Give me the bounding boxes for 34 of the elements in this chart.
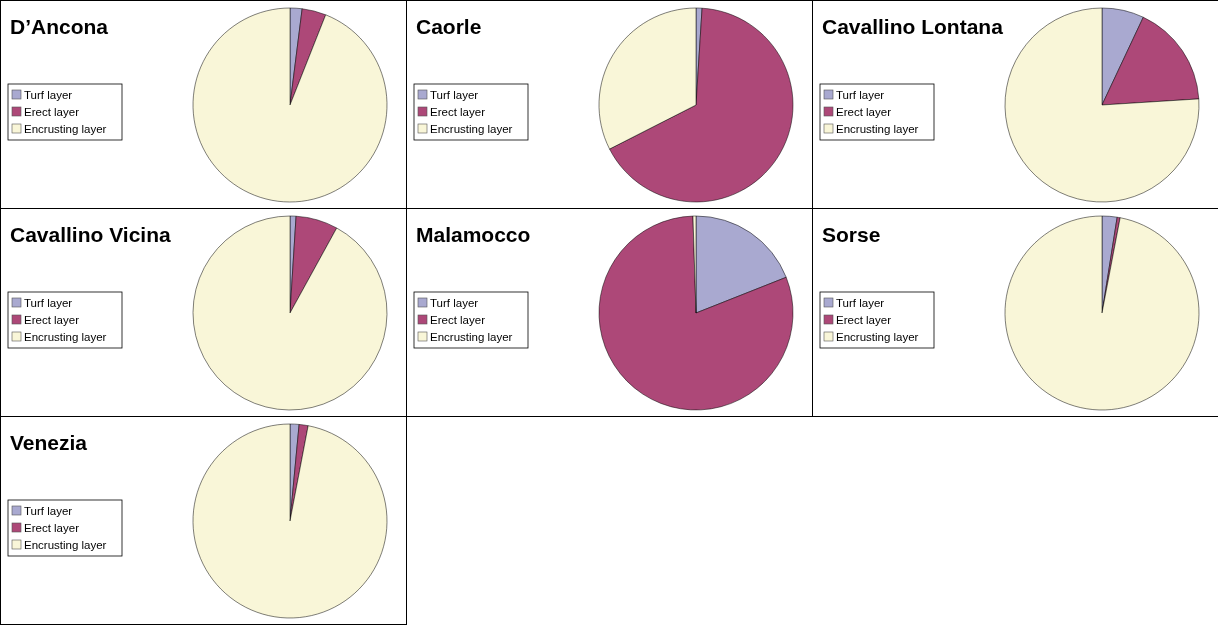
pie-slice bbox=[192, 7, 388, 203]
chart-title: D’Ancona bbox=[10, 15, 109, 38]
legend-label: Encrusting layer bbox=[836, 123, 919, 135]
legend-label: Turf layer bbox=[24, 505, 73, 517]
pie-slice bbox=[1004, 215, 1200, 411]
legend-label: Encrusting layer bbox=[836, 331, 919, 343]
legend-label: Encrusting layer bbox=[24, 123, 107, 135]
chart-title: Sorse bbox=[822, 223, 881, 246]
legend-label: Erect layer bbox=[430, 106, 486, 118]
pie-slice bbox=[1004, 7, 1200, 203]
legend-label: Erect layer bbox=[430, 314, 486, 326]
chart-title: Cavallino Vicina bbox=[10, 223, 171, 246]
legend-label: Turf layer bbox=[24, 297, 73, 309]
legend-label: Turf layer bbox=[836, 89, 885, 101]
chart-title: Cavallino Lontana bbox=[822, 15, 1004, 38]
legend-label: Encrusting layer bbox=[24, 539, 107, 551]
pie-slice bbox=[192, 215, 388, 411]
legend-label: Encrusting layer bbox=[430, 331, 513, 343]
legend-label: Turf layer bbox=[430, 89, 479, 101]
legend-label: Encrusting layer bbox=[24, 331, 107, 343]
legend-label: Turf layer bbox=[24, 89, 73, 101]
legend-label: Erect layer bbox=[24, 522, 80, 534]
chart-title: Caorle bbox=[416, 15, 482, 38]
legend-label: Erect layer bbox=[836, 106, 892, 118]
chart-title: Venezia bbox=[10, 431, 88, 454]
pie-slice bbox=[192, 423, 388, 619]
legend-label: Erect layer bbox=[836, 314, 892, 326]
legend-label: Encrusting layer bbox=[430, 123, 513, 135]
legend-label: Turf layer bbox=[430, 297, 479, 309]
legend-label: Erect layer bbox=[24, 106, 80, 118]
chart-title: Malamocco bbox=[416, 223, 531, 246]
pie-slice bbox=[598, 215, 794, 411]
legend-label: Turf layer bbox=[836, 297, 885, 309]
legend-label: Erect layer bbox=[24, 314, 80, 326]
